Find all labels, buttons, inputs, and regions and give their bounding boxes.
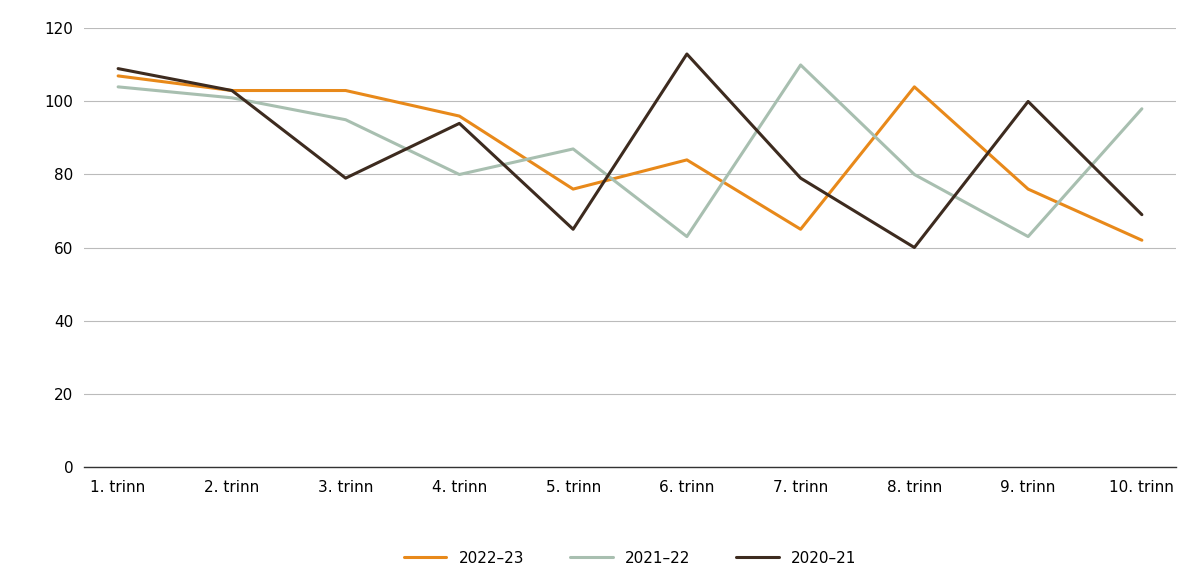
2022–23: [338, 87, 353, 94]
2020–21: [110, 65, 125, 72]
2021–22: [452, 171, 467, 178]
Legend: 2022–23, 2021–22, 2020–21: 2022–23, 2021–22, 2020–21: [397, 545, 863, 569]
2020–21: [1135, 211, 1150, 218]
2020–21: [224, 87, 239, 94]
2022–23: [566, 185, 581, 192]
2022–23: [1021, 185, 1036, 192]
2022–23: [793, 226, 808, 233]
2021–22: [110, 84, 125, 90]
2022–23: [110, 72, 125, 79]
2022–23: [224, 87, 239, 94]
2020–21: [1021, 98, 1036, 105]
2020–21: [793, 175, 808, 182]
2022–23: [679, 156, 694, 163]
2021–22: [338, 116, 353, 123]
2021–22: [224, 94, 239, 101]
2022–23: [907, 84, 922, 90]
2020–21: [452, 120, 467, 127]
2020–21: [907, 244, 922, 251]
2021–22: [566, 146, 581, 152]
2021–22: [1135, 105, 1150, 112]
2021–22: [1021, 233, 1036, 240]
2020–21: [679, 51, 694, 57]
2021–22: [679, 233, 694, 240]
2020–21: [338, 175, 353, 182]
2022–23: [452, 113, 467, 119]
Line: 2022–23: 2022–23: [118, 76, 1142, 240]
Line: 2021–22: 2021–22: [118, 65, 1142, 237]
2020–21: [566, 226, 581, 233]
2022–23: [1135, 237, 1150, 244]
2021–22: [793, 61, 808, 68]
2021–22: [907, 171, 922, 178]
Line: 2020–21: 2020–21: [118, 54, 1142, 248]
